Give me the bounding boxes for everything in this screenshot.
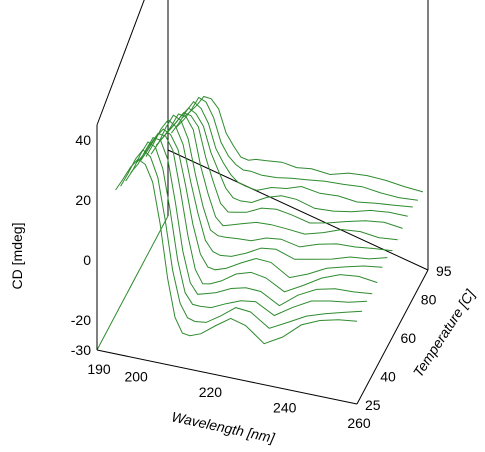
z-tick-label: 40 — [380, 368, 396, 384]
series-line-30 — [120, 149, 363, 329]
x-tick-label: 240 — [273, 400, 297, 416]
series-line-90 — [181, 95, 424, 193]
series-line-65 — [155, 113, 398, 241]
x-tick-label: 220 — [199, 384, 223, 400]
top-left-edge — [96, 0, 145, 126]
series-line-75 — [165, 107, 408, 217]
series-line-25 — [115, 158, 358, 345]
z-tick-label: 60 — [401, 330, 417, 346]
floor-right-edge — [356, 269, 429, 405]
floor-left-edge — [96, 215, 169, 351]
y-tick-label: 20 — [75, 192, 91, 208]
series-line-35 — [125, 141, 368, 317]
y-axis-label: CD [mdeg] — [9, 223, 25, 290]
series-line-85 — [176, 96, 418, 201]
x-tick-label: 200 — [124, 369, 148, 385]
y-tick-label: 0 — [83, 252, 91, 268]
x-tick-label: 190 — [87, 361, 111, 377]
series-line-40 — [130, 136, 373, 307]
series-line-60 — [150, 114, 393, 252]
series-group — [115, 95, 424, 345]
y-tick-label: -30 — [71, 342, 91, 358]
y-tick-label: -20 — [71, 312, 91, 328]
series-line-45 — [135, 132, 378, 293]
series-line-70 — [160, 112, 403, 229]
z-tick-label: 80 — [421, 292, 437, 308]
x-tick-label: 260 — [347, 415, 371, 431]
y-tick-label: 40 — [75, 132, 91, 148]
z-tick-label: 95 — [436, 263, 452, 279]
x-axis-label: Wavelength [nm] — [170, 408, 277, 446]
series-line-50 — [140, 128, 383, 279]
floor-front-edge — [96, 349, 358, 405]
z-tick-label: 25 — [365, 397, 381, 413]
series-line-80 — [171, 100, 413, 208]
series-line-55 — [145, 118, 388, 260]
axis-box — [96, 0, 429, 405]
